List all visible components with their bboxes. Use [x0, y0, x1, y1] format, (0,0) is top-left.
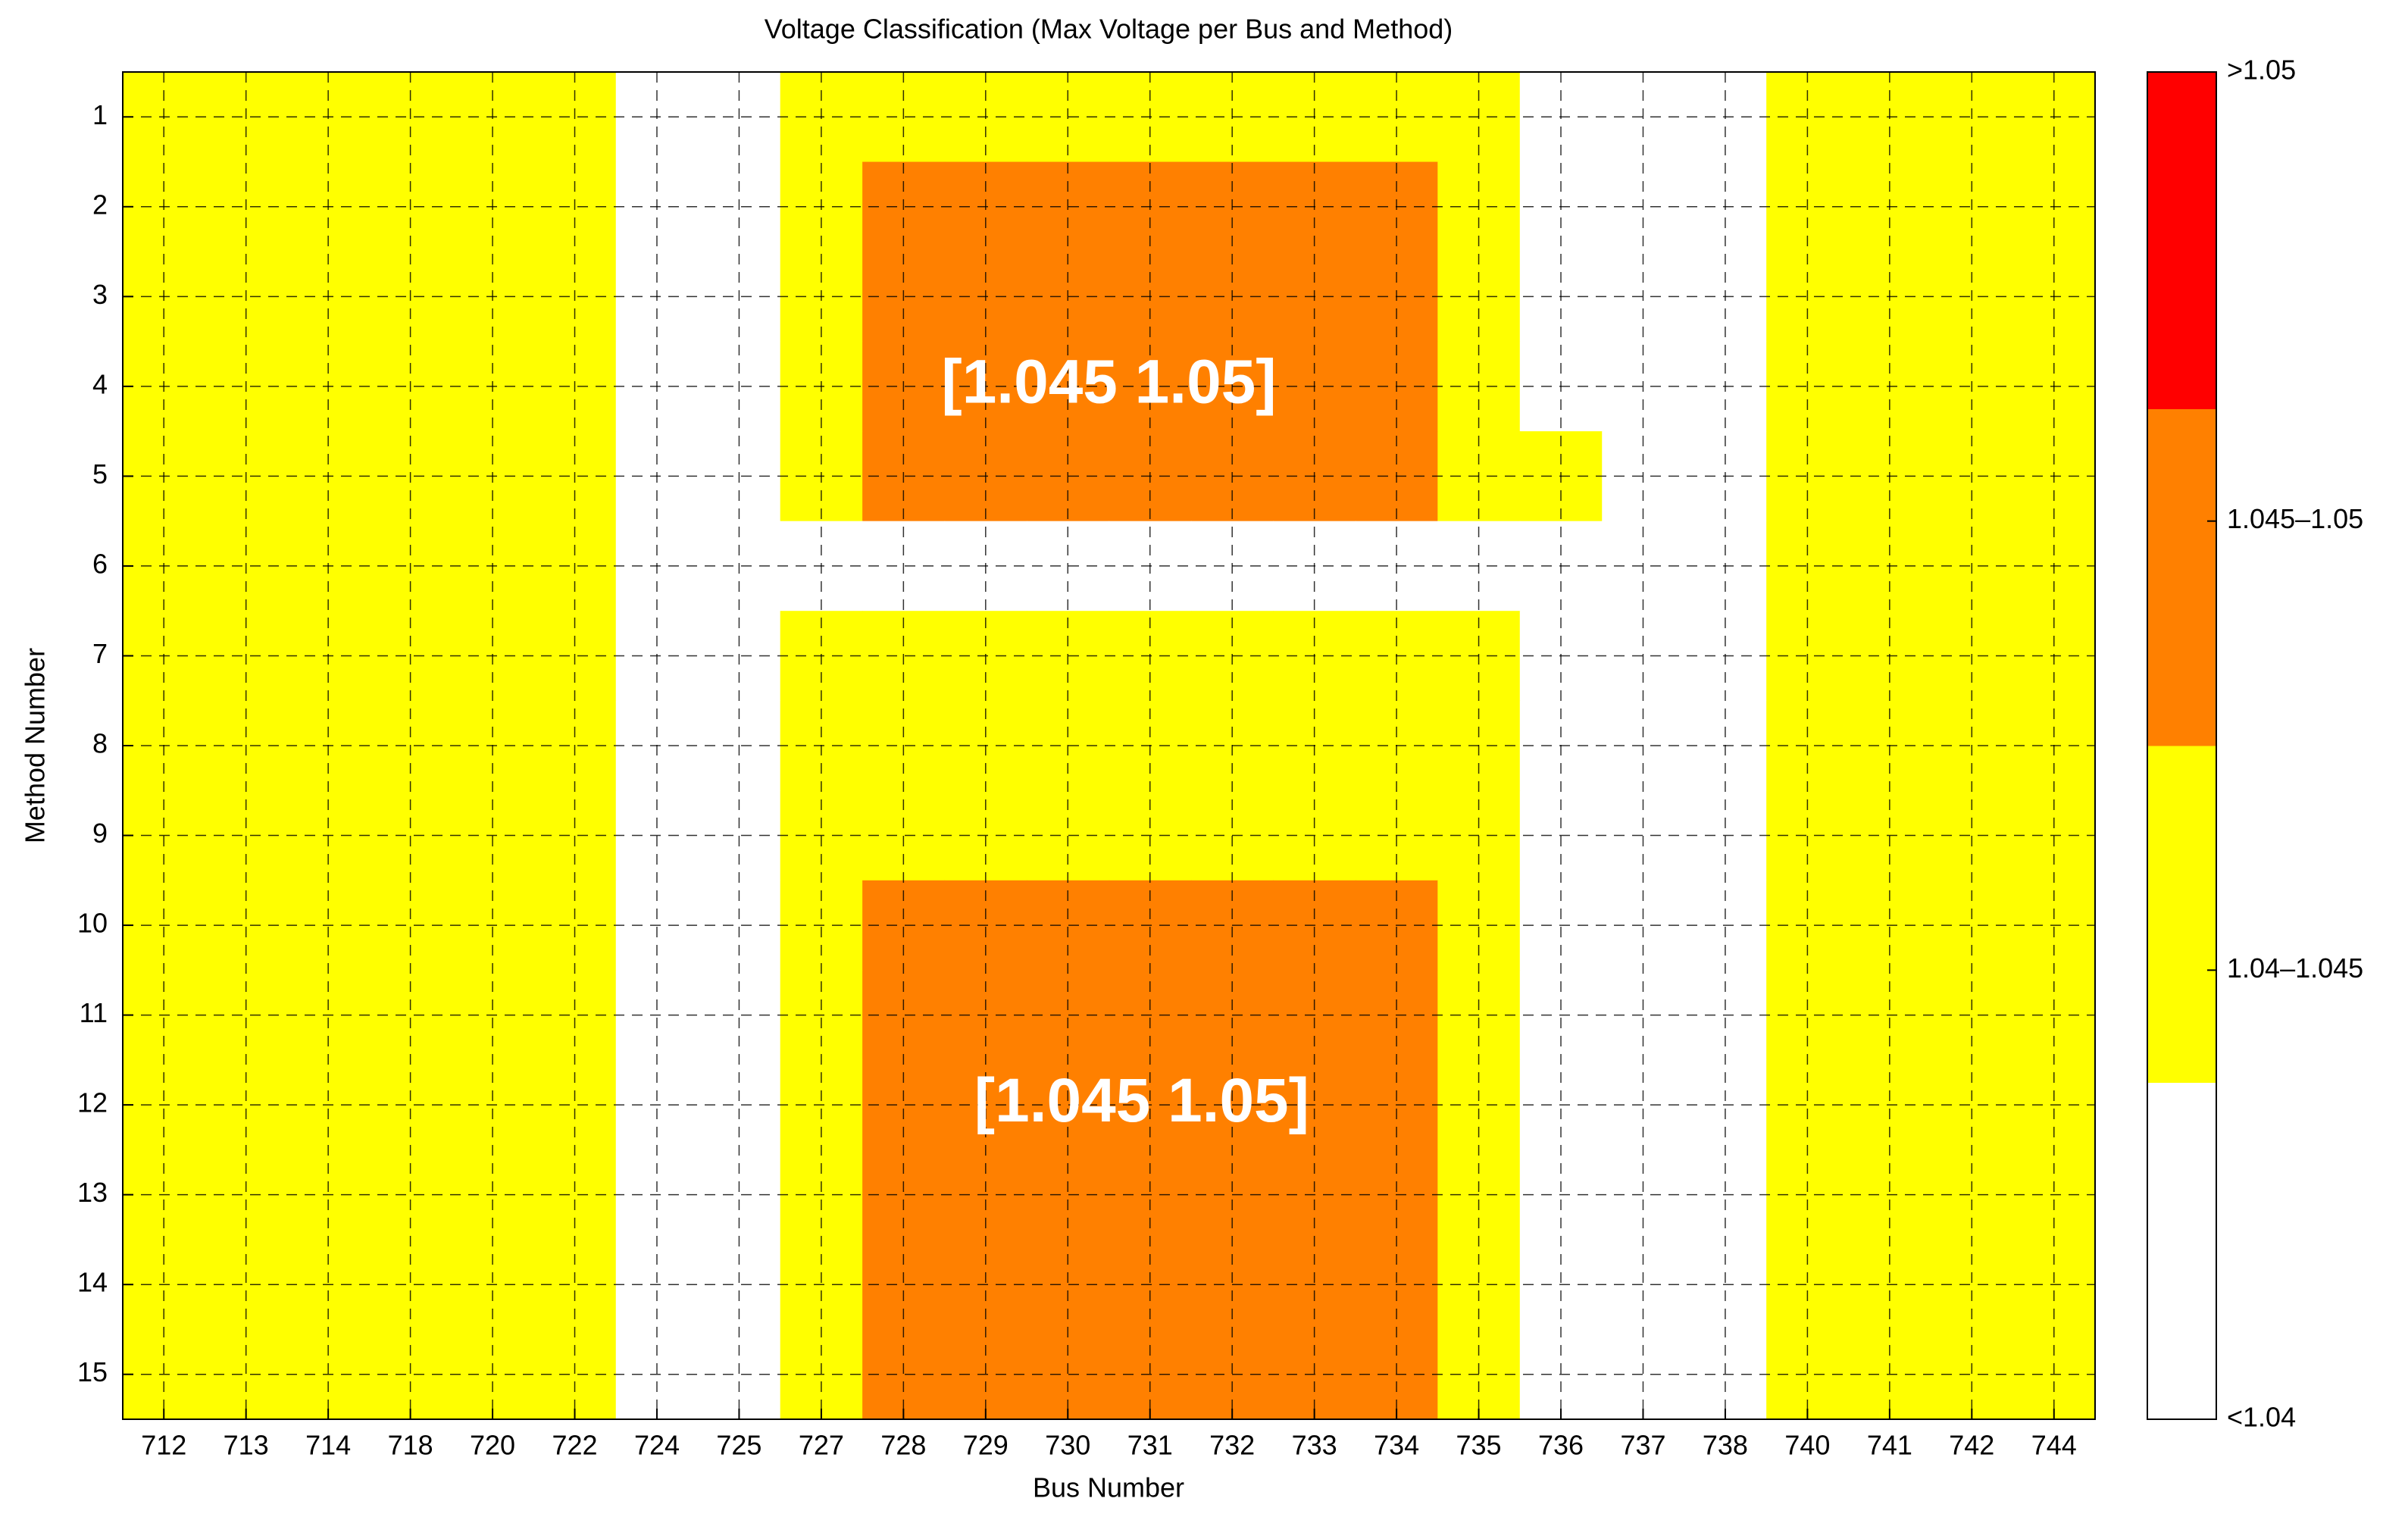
y-tick-label: 10: [77, 908, 108, 939]
y-tick-label: 13: [77, 1177, 108, 1208]
y-tick-label: 12: [77, 1087, 108, 1118]
x-tick-label: 718: [388, 1430, 433, 1461]
x-tick-label: 740: [1784, 1430, 1830, 1461]
x-tick-label: 725: [716, 1430, 761, 1461]
y-tick-label: 11: [80, 997, 108, 1028]
y-tick-label: 1: [92, 99, 108, 130]
x-tick-label: 722: [552, 1430, 597, 1461]
annotation: [1.045 1.05]: [974, 1066, 1309, 1135]
colorbar-tick-label: <1.04: [2227, 1402, 2296, 1433]
colorbar-segment: [2147, 408, 2216, 746]
x-tick-label: 724: [634, 1430, 680, 1461]
y-tick-label: 5: [92, 458, 108, 490]
x-tick-label: 727: [799, 1430, 844, 1461]
x-tick-label: 728: [880, 1430, 926, 1461]
x-tick-label: 712: [141, 1430, 186, 1461]
x-tick-label: 733: [1292, 1430, 1337, 1461]
colorbar-tick-label: 1.045–1.05: [2227, 503, 2363, 534]
x-tick-label: 735: [1456, 1430, 1502, 1461]
y-tick-label: 7: [92, 638, 108, 669]
y-tick-label: 3: [92, 279, 108, 310]
y-tick-label: 9: [92, 818, 108, 849]
colorbar-tick-label: 1.04–1.045: [2227, 952, 2363, 984]
x-tick-label: 731: [1127, 1430, 1173, 1461]
y-tick-label: 14: [77, 1267, 108, 1298]
annotation: [1.045 1.05]: [941, 348, 1276, 417]
x-tick-label: 738: [1703, 1430, 1748, 1461]
y-tick-label: 6: [92, 548, 108, 579]
x-tick-label: 714: [305, 1430, 351, 1461]
x-tick-label: 720: [470, 1430, 515, 1461]
x-tick-label: 742: [1949, 1430, 1994, 1461]
y-axis-label: Method Number: [20, 648, 51, 843]
x-tick-label: 744: [2031, 1430, 2077, 1461]
x-tick-label: 713: [224, 1430, 269, 1461]
x-tick-label: 729: [963, 1430, 1009, 1461]
colorbar-frame: [2147, 71, 2217, 1420]
colorbar-segment: [2147, 1082, 2216, 1420]
x-axis-label: Bus Number: [1033, 1472, 1184, 1503]
x-tick-label: 741: [1867, 1430, 1912, 1461]
x-tick-label: 730: [1045, 1430, 1090, 1461]
x-tick-label: 736: [1538, 1430, 1584, 1461]
y-tick-label: 4: [92, 368, 108, 399]
colorbar-tick-label: >1.05: [2227, 55, 2296, 86]
plot-frame: [122, 71, 2096, 1420]
x-tick-label: 734: [1374, 1430, 1419, 1461]
y-tick-label: 2: [92, 189, 108, 220]
y-tick-label: 15: [77, 1356, 108, 1387]
colorbar-segment: [2147, 746, 2216, 1083]
chart-title: Voltage Classification (Max Voltage per …: [765, 14, 1453, 45]
y-tick-label: 8: [92, 728, 108, 759]
colorbar-segment: [2147, 72, 2216, 409]
x-tick-label: 737: [1620, 1430, 1665, 1461]
x-tick-label: 732: [1209, 1430, 1255, 1461]
